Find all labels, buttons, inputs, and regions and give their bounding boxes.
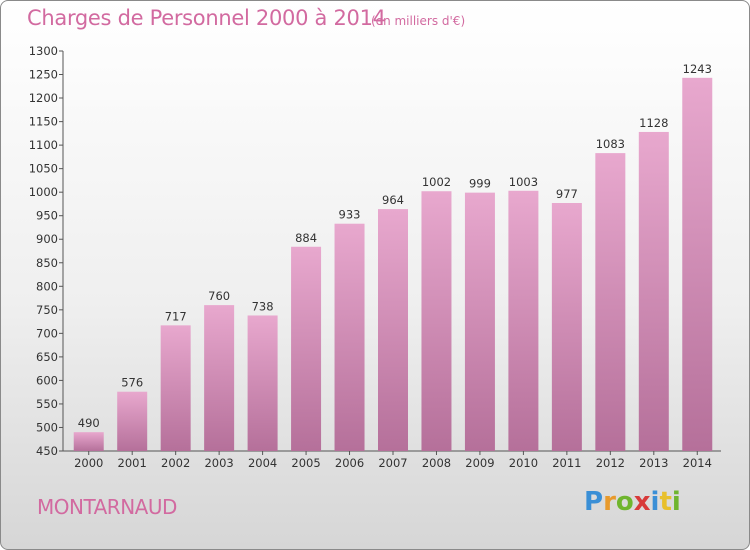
data-label: 1002 [422,175,451,189]
commune-name: MONTARNAUD [37,495,177,519]
data-labels: 490 576 717 760 738 884 933 964 1002 999 1003 977 10… [78,62,712,430]
y-tick-label: 850 [36,256,58,270]
bar [508,190,539,451]
x-tick-label: 2014 [683,456,712,470]
x-tick-label: 2010 [509,456,538,470]
x-tick-label: 2005 [291,456,320,470]
logo-letter: x [633,487,651,517]
data-label: 884 [295,231,317,245]
y-tick-label: 1100 [29,138,58,152]
y-tick-label: 900 [36,232,58,246]
data-label: 999 [469,177,491,191]
chart-subtitle: (en milliers d'€) [371,14,466,28]
y-tick-label: 950 [36,209,58,223]
data-label: 1083 [596,137,625,151]
bar [595,153,626,451]
data-label: 717 [165,309,187,323]
data-label: 576 [121,376,143,390]
y-tick-label: 750 [36,303,58,317]
logo-letter: o [615,487,634,517]
data-label: 1003 [509,175,538,189]
bar [464,192,495,451]
y-tick-label: 1000 [29,185,58,199]
data-label: 490 [78,416,100,430]
data-label: 964 [382,193,404,207]
y-tick-label: 550 [36,397,58,411]
data-label: 1243 [683,62,712,76]
bar [291,246,322,451]
data-label: 977 [556,187,578,201]
x-tick-label: 2008 [422,456,451,470]
y-tick-label: 1300 [29,44,58,58]
x-tick-label: 2003 [204,456,233,470]
y-tick-label: 1050 [29,162,58,176]
data-label: 1128 [639,116,668,130]
bar [551,203,582,451]
y-axis: 450 500 550 600 650 700 750 800 850 900 950 1000 105… [29,44,64,458]
bar [334,223,365,451]
proxiti-logo: Proxiti [584,487,681,517]
y-tick-label: 600 [36,373,58,387]
bar [378,209,408,451]
bar [638,131,669,452]
logo-letter: t [659,487,672,517]
x-tick-label: 2007 [378,456,407,470]
bar [682,77,713,451]
bar [247,315,278,451]
x-tick-label: 2002 [161,456,190,470]
y-tick-label: 1150 [29,115,58,129]
y-tick-label: 800 [36,279,58,293]
x-tick-label: 2011 [552,456,581,470]
logo-letter: i [650,487,660,517]
bar [204,305,235,451]
y-tick-label: 650 [36,350,58,364]
x-tick-label: 2000 [74,456,103,470]
data-label: 760 [208,289,230,303]
bar [73,432,104,451]
x-tick-label: 2006 [335,456,364,470]
x-axis: 2000 2001 2002 2003 2004 2005 2006 2007 2008 2009… [63,450,721,470]
x-tick-label: 2004 [248,456,277,470]
data-label: 738 [252,299,274,313]
x-tick-label: 2009 [465,456,494,470]
x-tick-label: 2001 [118,456,147,470]
bars [73,77,713,452]
data-label: 933 [339,208,361,222]
y-tick-label: 450 [36,444,58,458]
bar [117,391,148,451]
y-tick-label: 1250 [29,68,58,82]
bar [421,191,452,451]
x-tick-label: 2012 [596,456,625,470]
y-tick-label: 1200 [29,91,58,105]
logo-letter: i [671,487,681,517]
bar [160,325,191,451]
chart-title: Charges de Personnel 2000 à 2014 [27,6,386,30]
y-tick-label: 700 [36,326,58,340]
logo-letter: P [584,487,604,517]
logo-letter: r [603,487,616,517]
y-tick-label: 500 [36,420,58,434]
x-tick-label: 2013 [639,456,668,470]
